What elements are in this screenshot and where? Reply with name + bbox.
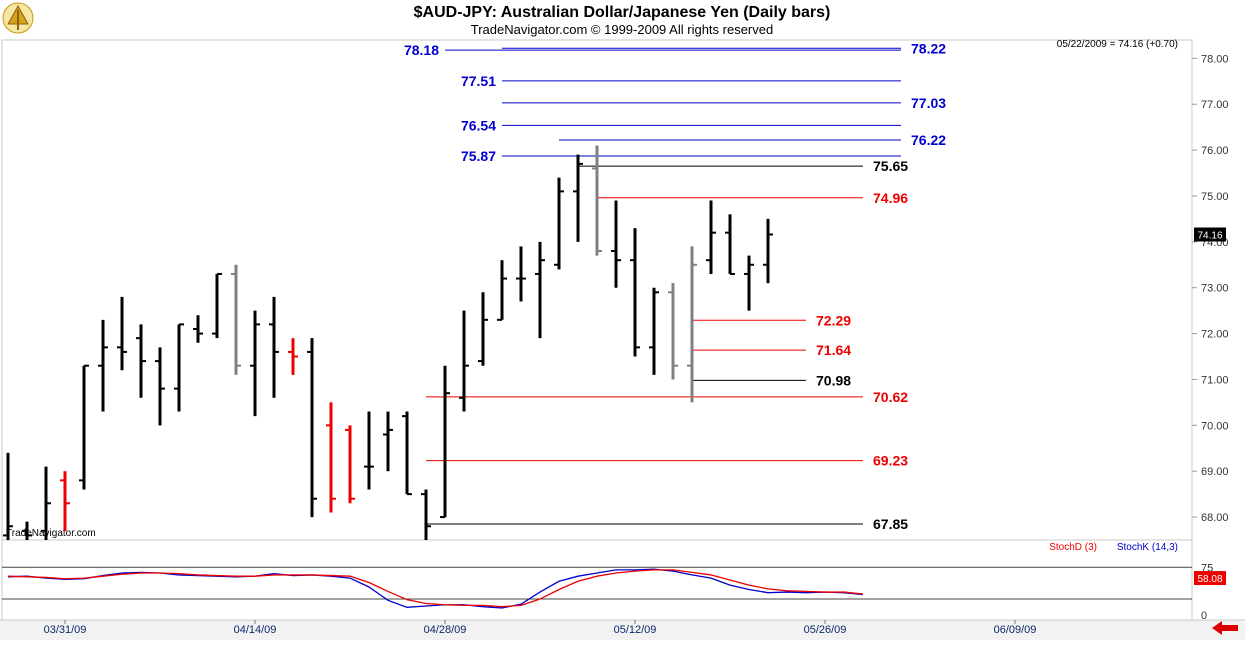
- x-tick-label: 04/28/09: [424, 624, 467, 636]
- level-label: 71.64: [816, 342, 851, 358]
- stoch-y-tick-label: 0: [1201, 610, 1207, 622]
- level-label: 75.87: [461, 148, 496, 164]
- x-tick-label: 04/14/09: [234, 624, 277, 636]
- y-tick-label: 70.00: [1201, 420, 1229, 432]
- x-tick-label: 03/31/09: [44, 624, 87, 636]
- level-label: 74.96: [873, 190, 908, 206]
- level-label: 76.54: [461, 117, 496, 133]
- watermark: TradeNavigator.com: [6, 528, 96, 539]
- stoch-last-tag: [1194, 571, 1226, 586]
- y-tick-label: 69.00: [1201, 466, 1229, 478]
- stochastic-panel-frame: [1, 539, 1193, 621]
- y-tick-label: 76.00: [1201, 145, 1229, 157]
- level-label: 78.22: [911, 40, 946, 56]
- stoch-series-line: [7, 568, 864, 609]
- x-axis-strip: [0, 620, 1245, 640]
- level-label: 75.65: [873, 158, 908, 174]
- copyright-text: TradeNavigator.com © 1999-2009 All right…: [471, 22, 773, 37]
- level-label: 67.85: [873, 516, 908, 532]
- x-tick-label: 05/26/09: [804, 624, 847, 636]
- y-tick-label: 73.00: [1201, 283, 1229, 295]
- level-label: 77.03: [911, 95, 946, 111]
- level-label: 76.22: [911, 132, 946, 148]
- y-tick-label: 72.00: [1201, 329, 1229, 341]
- y-tick-label: 68.00: [1201, 512, 1229, 524]
- level-label: 77.51: [461, 73, 496, 89]
- last-quote: 05/22/2009 = 74.16 (+0.70): [1057, 39, 1178, 50]
- level-label: 69.23: [873, 453, 908, 469]
- price-panel: 68.0069.0070.0071.0072.0073.0074.0075.00…: [3, 40, 1229, 540]
- last-price-label: 74.16: [1197, 230, 1222, 241]
- scroll-left-arrow-icon[interactable]: [1212, 621, 1238, 635]
- level-label: 72.29: [816, 312, 851, 328]
- level-label: 78.18: [404, 42, 439, 58]
- y-tick-label: 71.00: [1201, 374, 1229, 386]
- stoch-last-label: 58.08: [1197, 574, 1222, 585]
- legend-stochd: StochD (3): [1049, 542, 1097, 553]
- y-tick-label: 75.00: [1201, 191, 1229, 203]
- x-tick-label: 05/12/09: [614, 624, 657, 636]
- trade-navigator-logo-icon[interactable]: [2, 2, 34, 34]
- price-panel-frame: [1, 39, 1193, 541]
- y-tick-label: 78.00: [1201, 53, 1229, 65]
- x-tick-label: 06/09/09: [994, 624, 1037, 636]
- y-tick-label: 77.00: [1201, 99, 1229, 111]
- chart-title: $AUD-JPY: Australian Dollar/Japanese Yen…: [414, 4, 831, 21]
- level-label: 70.98: [816, 372, 851, 388]
- last-price-tag: [1194, 227, 1226, 242]
- level-label: 70.62: [873, 389, 908, 405]
- stoch-series-line: [7, 569, 864, 608]
- legend-stochk: StochK (14,3): [1117, 542, 1178, 553]
- x-axis: 03/31/09 04/14/09 04/28/09 05/12/09 05/26/09…: [44, 620, 1037, 636]
